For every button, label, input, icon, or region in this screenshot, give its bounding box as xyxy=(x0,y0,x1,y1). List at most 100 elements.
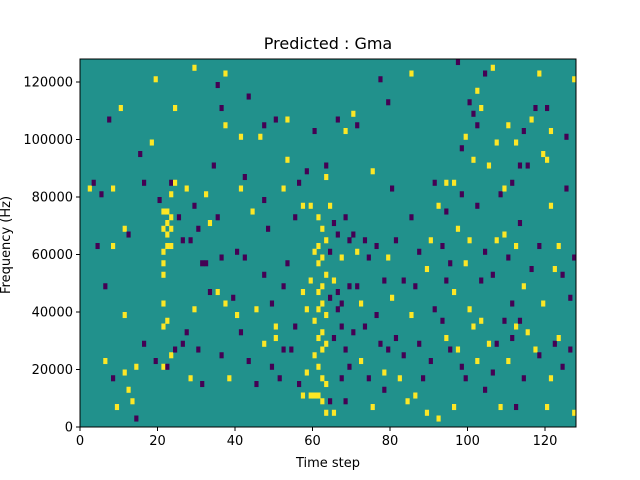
heatmap-cell-low xyxy=(297,179,302,186)
x-axis-label: Time step xyxy=(295,456,360,471)
heatmap-cell-low xyxy=(134,415,139,422)
heatmap-cell-low xyxy=(157,197,162,204)
heatmap-cell-low xyxy=(374,312,379,319)
heatmap-cell-high xyxy=(161,248,166,255)
heatmap-cell-high xyxy=(324,312,329,319)
heatmap-cell-high xyxy=(548,375,554,382)
heatmap-cell-high xyxy=(320,346,325,353)
heatmap-cell-high xyxy=(103,358,108,365)
heatmap-cell-low xyxy=(351,231,356,238)
heatmap-cell-high xyxy=(521,283,526,290)
heatmap-cell-high xyxy=(324,271,329,278)
heatmap-cell-low xyxy=(362,323,368,330)
heatmap-cell-low xyxy=(374,243,379,250)
heatmap-cell-low xyxy=(343,346,348,353)
heatmap-cell-low xyxy=(552,340,557,347)
heatmap-cell-low xyxy=(413,283,418,290)
heatmap-cell-high xyxy=(467,237,472,244)
heatmap-cell-low xyxy=(126,231,131,238)
heatmap-cell-high xyxy=(223,122,228,129)
heatmap-cell-high xyxy=(161,363,166,370)
x-tick-label: 80 xyxy=(382,434,399,449)
heatmap-cell-high xyxy=(397,375,402,382)
heatmap-cell-low xyxy=(331,220,337,227)
heatmap-cell-low xyxy=(401,277,406,284)
heatmap-cell-high xyxy=(316,392,321,399)
heatmap-cell-low xyxy=(339,300,344,307)
x-tick-label: 100 xyxy=(455,434,480,449)
heatmap-cell-high xyxy=(173,105,178,112)
heatmap-cell-low xyxy=(103,283,108,290)
heatmap-cell-high xyxy=(436,202,441,209)
heatmap-cell-low xyxy=(483,70,488,77)
heatmap-cell-high xyxy=(324,340,329,347)
heatmap-cell-high xyxy=(413,392,418,399)
heatmap-cell-high xyxy=(169,225,174,232)
heatmap-cell-low xyxy=(196,346,201,353)
heatmap-cell-high xyxy=(455,346,461,353)
heatmap-cell-high xyxy=(300,289,306,296)
heatmap-cell-high xyxy=(320,254,325,261)
heatmap-cell-high xyxy=(479,317,484,324)
heatmap-cell-high xyxy=(355,248,360,255)
heatmap-cell-low xyxy=(347,283,352,290)
heatmap-cell-high xyxy=(169,214,174,221)
heatmap-cell-high xyxy=(514,243,519,250)
heatmap-cell-low xyxy=(382,386,387,393)
heatmap-cell-low xyxy=(545,105,550,112)
heatmap-cell-low xyxy=(517,162,523,169)
heatmap-cell-low xyxy=(382,277,387,284)
y-tick-label: 80000 xyxy=(32,191,73,206)
heatmap-cell-low xyxy=(215,214,220,221)
heatmap-cell-high xyxy=(471,156,476,163)
heatmap-cell-low xyxy=(289,346,294,353)
heatmap-cell-high xyxy=(545,404,550,411)
heatmap-cell-low xyxy=(378,340,383,347)
heatmap-cell-low xyxy=(215,82,220,89)
heatmap-cell-high xyxy=(223,70,228,77)
heatmap-cell-low xyxy=(510,335,515,342)
heatmap-cell-high xyxy=(312,317,317,324)
heatmap-cell-high xyxy=(173,179,178,186)
heatmap-cell-low xyxy=(184,329,189,336)
heatmap-cell-high xyxy=(324,174,329,181)
heatmap-cell-high xyxy=(300,392,306,399)
heatmap-cell-high xyxy=(161,260,166,267)
heatmap-cell-low xyxy=(490,271,495,278)
heatmap-cell-low xyxy=(180,237,185,244)
heatmap-cell-low xyxy=(483,248,488,255)
heatmap-cell-low xyxy=(242,254,247,261)
heatmap-cell-high xyxy=(320,225,325,232)
heatmap-cell-low xyxy=(432,179,437,186)
y-axis-label: Frequency (Hz) xyxy=(0,196,14,294)
heatmap-cell-low xyxy=(467,99,472,106)
heatmap-cell-low xyxy=(525,162,530,169)
heatmap-cell-low xyxy=(362,237,368,244)
heatmap-cell-low xyxy=(521,128,526,135)
heatmap-cell-high xyxy=(188,375,193,382)
heatmap-cell-high xyxy=(134,363,139,370)
x-tick-label: 0 xyxy=(76,434,84,449)
heatmap-cell-low xyxy=(421,375,426,382)
heatmap-cell-low xyxy=(355,283,360,290)
heatmap-cell-high xyxy=(436,415,441,422)
heatmap-cell-high xyxy=(316,243,321,250)
heatmap-cell-high xyxy=(382,369,387,376)
heatmap-cell-low xyxy=(273,116,278,123)
heatmap-cell-high xyxy=(111,243,116,250)
heatmap-cell-high xyxy=(238,185,244,192)
heatmap-cell-low xyxy=(328,294,333,301)
heatmap-cell-low xyxy=(107,116,112,123)
heatmap-cell-low xyxy=(366,254,371,261)
heatmap-cell-low xyxy=(494,340,499,347)
heatmap-cell-low xyxy=(153,358,158,365)
y-tick-label: 0 xyxy=(65,421,73,436)
heatmap-cell-high xyxy=(122,369,127,376)
heatmap-cell-high xyxy=(409,70,414,77)
heatmap-cell-high xyxy=(316,260,321,267)
heatmap-cell-high xyxy=(87,185,92,192)
heatmap-cell-high xyxy=(463,260,468,267)
heatmap-cell-high xyxy=(455,225,461,232)
heatmap-cell-high xyxy=(320,398,325,405)
heatmap-cell-high xyxy=(572,76,577,83)
